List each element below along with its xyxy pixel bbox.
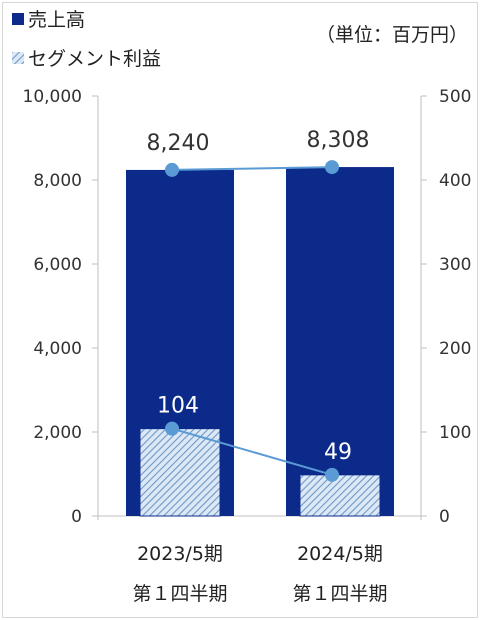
legend-swatch-sales bbox=[12, 13, 24, 25]
left-axis-ticks: 0 2,000 4,000 6,000 8,000 10,000 bbox=[23, 87, 98, 527]
data-labels: 8,240 8,308 104 49 bbox=[147, 128, 370, 465]
legend-label-sales: 売上高 bbox=[28, 9, 85, 31]
legend-label-segment-profit: セグメント利益 bbox=[28, 48, 161, 70]
left-tick-label: 10,000 bbox=[23, 87, 82, 107]
connector-segment-profit bbox=[171, 427, 333, 476]
marker-sales bbox=[165, 162, 179, 177]
left-tick-label: 0 bbox=[71, 507, 82, 527]
category-label: 第１四半期 bbox=[132, 583, 227, 605]
connector-sales bbox=[171, 166, 333, 171]
right-tick-label: 400 bbox=[439, 171, 471, 191]
marker-segment-profit bbox=[325, 467, 339, 482]
connector-lines bbox=[165, 160, 339, 482]
left-tick-label: 8,000 bbox=[33, 171, 82, 191]
marker-sales bbox=[325, 160, 339, 175]
bars bbox=[126, 167, 394, 517]
unit-label: （単位：百万円） bbox=[316, 24, 468, 46]
bar-sales bbox=[286, 167, 394, 516]
data-label-sales: 8,308 bbox=[307, 128, 370, 153]
left-tick-label: 4,000 bbox=[33, 339, 82, 359]
category-label: 2023/5期 bbox=[137, 543, 223, 565]
data-label-segment-profit: 104 bbox=[157, 394, 199, 419]
right-tick-label: 300 bbox=[439, 255, 471, 275]
data-label-segment-profit: 49 bbox=[324, 440, 352, 465]
right-tick-label: 200 bbox=[439, 339, 471, 359]
right-tick-label: 500 bbox=[439, 87, 471, 107]
left-tick-label: 6,000 bbox=[33, 255, 82, 275]
bar-segment-profit bbox=[299, 474, 381, 517]
marker-segment-profit bbox=[165, 421, 179, 436]
bar-segment-profit bbox=[139, 428, 221, 517]
right-tick-label: 0 bbox=[439, 507, 450, 527]
category-label: 第１四半期 bbox=[292, 583, 387, 605]
left-tick-label: 2,000 bbox=[33, 423, 82, 443]
category-label: 2024/5期 bbox=[297, 543, 383, 565]
data-label-sales: 8,240 bbox=[147, 131, 210, 156]
legend-swatch-segment-profit bbox=[12, 52, 24, 64]
right-tick-label: 100 bbox=[439, 423, 471, 443]
right-axis-ticks: 0 100 200 300 400 500 bbox=[421, 87, 471, 527]
